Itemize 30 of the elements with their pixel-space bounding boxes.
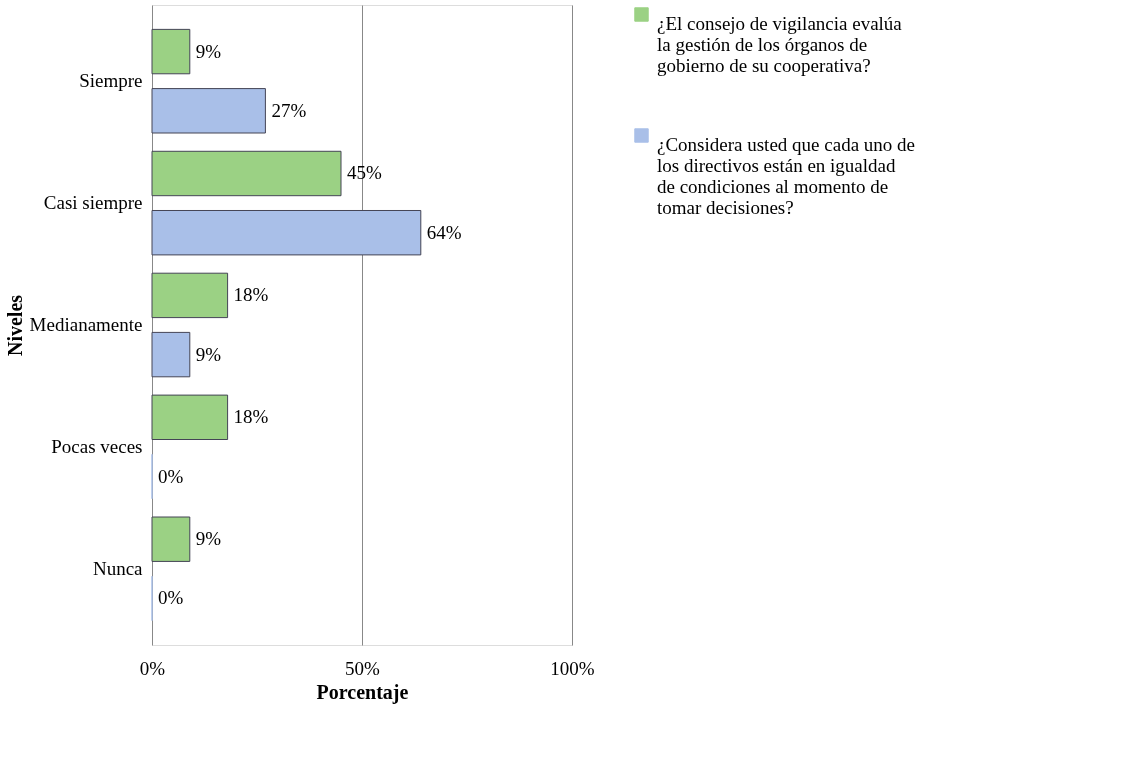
bar [151, 516, 191, 562]
data-label: 18% [233, 284, 269, 306]
bar [151, 88, 266, 134]
data-label: 9% [195, 40, 222, 62]
bar [151, 394, 229, 440]
bar [151, 150, 342, 197]
x-tick-label: 0% [139, 657, 166, 679]
legend-label: ¿Considera usted que cada uno de los directivos están en igualdad de condiciones al momento de tomar decisiones? [657, 133, 915, 218]
x-axis-title: Porcentaje [316, 680, 409, 704]
data-label: 0% [158, 465, 184, 487]
x-tick-label: 100% [550, 657, 595, 679]
data-label: 0% [158, 587, 184, 609]
data-label: 45% [347, 162, 382, 184]
y-tick-label: Medianamente [29, 314, 143, 335]
y-tick-label: Pocas veces [51, 435, 143, 457]
x-tick-label: 50% [345, 657, 381, 679]
data-label: 64% [426, 221, 462, 243]
data-label: 18% [233, 406, 269, 428]
data-label: 27% [271, 99, 307, 121]
y-axis-title: Niveles [3, 294, 26, 357]
data-label: 9% [195, 343, 222, 365]
y-tick-label: Nunca [92, 557, 144, 579]
legend-label: ¿El consejo de vigilancia evalúa la gestión de los órganos de gobierno de su cooperativa? [657, 12, 903, 76]
bar [151, 331, 191, 378]
bar [151, 210, 422, 256]
data-label: 9% [195, 528, 222, 550]
bar [151, 28, 191, 75]
y-tick-label: Siempre [79, 70, 143, 92]
bar [151, 272, 229, 319]
y-tick-label: Casi siempre [43, 192, 143, 214]
